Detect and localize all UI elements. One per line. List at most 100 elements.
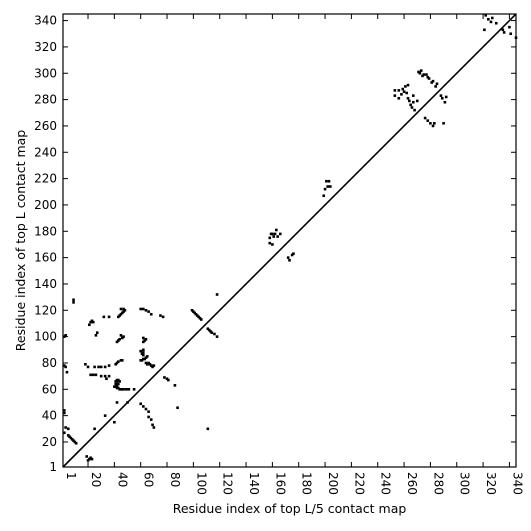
- y-tick-label: 240: [34, 145, 57, 159]
- contact-point: [408, 99, 411, 103]
- contact-point: [425, 73, 428, 76]
- contact-point: [103, 414, 107, 417]
- contact-point: [68, 435, 71, 439]
- y-axis-label: Residue index of top L contact map: [13, 130, 28, 351]
- contact-point: [400, 93, 403, 96]
- contact-point: [89, 456, 92, 460]
- contact-point: [443, 100, 447, 104]
- contact-point: [397, 96, 401, 100]
- contact-point: [107, 315, 111, 319]
- contact-point: [322, 194, 326, 198]
- contact-point: [215, 293, 219, 296]
- contact-point: [501, 28, 505, 32]
- contact-point: [119, 334, 123, 337]
- contact-point: [64, 334, 67, 337]
- contact-point: [421, 74, 424, 78]
- contact-point: [119, 307, 123, 311]
- contact-point: [63, 364, 66, 367]
- contact-point: [209, 330, 212, 333]
- contact-point: [194, 312, 198, 316]
- contact-point: [102, 315, 106, 319]
- contact-point: [397, 89, 401, 92]
- contact-point: [144, 407, 148, 411]
- contact-point: [147, 410, 150, 413]
- contact-point: [271, 243, 274, 246]
- contact-point: [429, 121, 432, 125]
- contact-point: [273, 232, 277, 236]
- contact-points: [63, 14, 518, 462]
- contact-point: [142, 336, 145, 340]
- contact-point: [86, 365, 90, 369]
- contact-point: [151, 423, 154, 427]
- contact-point: [90, 457, 94, 461]
- x-tick-label: 340: [510, 472, 524, 495]
- contact-point: [140, 352, 144, 356]
- x-tick-label: 40: [115, 472, 129, 487]
- contact-point: [494, 21, 498, 25]
- contact-point: [89, 320, 92, 324]
- contact-point: [419, 69, 423, 72]
- contact-point: [103, 365, 107, 369]
- x-tick-label: 220: [352, 472, 366, 495]
- contact-point: [66, 427, 70, 431]
- contact-point: [64, 426, 67, 429]
- y-axis: 1204060801001201401601802002202402602803…: [34, 14, 516, 474]
- contact-point: [269, 232, 273, 236]
- y-tick-label: 180: [34, 224, 57, 238]
- contact-point: [117, 339, 120, 342]
- contact-point: [84, 362, 87, 366]
- x-tick-label: 60: [142, 472, 156, 487]
- contact-point: [508, 25, 511, 29]
- contact-point: [119, 359, 123, 362]
- x-tick-label: 140: [247, 472, 261, 495]
- x-tick-label: 1: [64, 472, 78, 480]
- contact-point: [120, 311, 124, 315]
- contact-point: [431, 79, 435, 83]
- contact-point: [122, 335, 125, 338]
- x-axis: 1 20 40 60 80 100 120 140 160 180 200 220 240 260 280 3…: [62, 14, 524, 495]
- contact-point: [115, 401, 119, 404]
- contact-point: [120, 336, 124, 340]
- x-tick-label: 200: [326, 472, 340, 495]
- contact-point: [122, 388, 125, 391]
- contact-point: [117, 378, 120, 382]
- contact-point: [115, 378, 119, 382]
- contact-point: [140, 359, 144, 362]
- contact-point: [118, 388, 121, 391]
- contact-point: [439, 94, 443, 97]
- contact-point: [139, 359, 142, 362]
- contact-point: [404, 85, 407, 88]
- contact-point: [444, 95, 448, 99]
- contact-point: [143, 339, 146, 342]
- contact-point: [107, 364, 111, 367]
- contact-point: [114, 380, 117, 383]
- contact-point: [433, 121, 436, 125]
- y-tick-label: 340: [34, 14, 57, 28]
- contact-point: [276, 235, 279, 238]
- contact-point: [88, 323, 91, 327]
- contact-point: [94, 334, 98, 337]
- x-tick-label: 180: [300, 472, 314, 495]
- contact-point: [143, 357, 146, 361]
- contact-point: [113, 420, 116, 424]
- contact-point: [290, 253, 294, 257]
- contact-point: [192, 310, 195, 313]
- contact-point: [118, 314, 121, 317]
- contact-point: [271, 232, 274, 236]
- contact-point: [411, 94, 415, 97]
- contact-point: [329, 185, 332, 188]
- contact-point: [74, 441, 78, 445]
- contact-point: [406, 83, 410, 87]
- contact-point: [176, 406, 179, 410]
- contact-point: [417, 70, 420, 74]
- contact-point: [161, 315, 165, 319]
- contact-point: [139, 402, 142, 406]
- contact-point: [193, 311, 196, 315]
- contact-point: [165, 377, 169, 381]
- contact-point: [484, 14, 488, 17]
- x-tick-label: 240: [379, 472, 393, 495]
- contact-point: [144, 308, 148, 312]
- contact-point: [124, 388, 128, 391]
- contact-point: [190, 308, 194, 312]
- contact-point: [423, 116, 427, 120]
